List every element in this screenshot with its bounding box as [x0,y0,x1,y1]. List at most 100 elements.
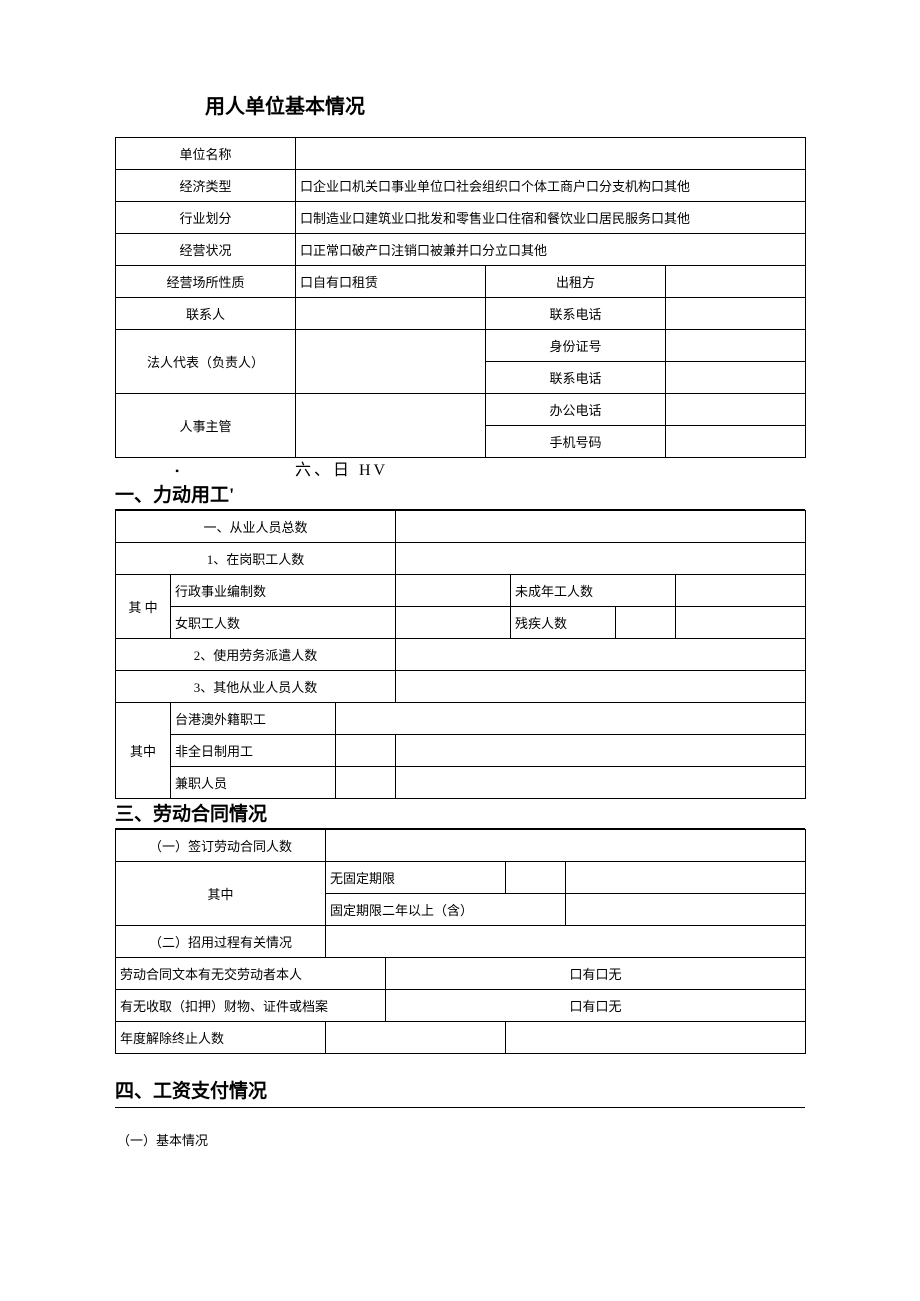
section-4-header: 四、工资支付情况 [115,1072,805,1108]
label-rep-tel: 联系电话 [486,362,666,394]
table-row: 经营状况 口正常口破产口注销口被兼并口分立口其他 [116,234,806,266]
value-office-tel [666,394,806,426]
table-row: 1、在岗职工人数 [116,543,806,575]
value-id-no [666,330,806,362]
table-row: 3、其他从业人员人数 [116,671,806,703]
value-terminated-b [506,1022,806,1054]
label-contact: 联系人 [116,298,296,330]
label-office-tel: 办公电话 [486,394,666,426]
table-row: 一、从业人员总数 [116,511,806,543]
employer-basic-table: 单位名称 经济类型 口企业口机关口事业单位口社会组织口个体工商户口分支机构口其他… [115,137,806,458]
value-terminated-a [326,1022,506,1054]
label-dispatch: 2、使用劳务派遣人数 [116,639,396,671]
value-legal-rep [296,330,486,394]
label-admin: 行政事业编制数 [171,575,396,607]
label-lessor: 出租方 [486,266,666,298]
table-row: 女职工人数 残疾人数 [116,607,806,639]
labor-contract-table: （一）签订劳动合同人数 其中 无固定期限 固定期限二年以上（含） （二）招用过程… [115,829,806,1054]
value-fixed-2yr [566,894,806,926]
value-parttime-a [336,735,396,767]
value-op-status: 口正常口破产口注销口被兼并口分立口其他 [296,234,806,266]
label-deposit: 有无收取（扣押）财物、证件或档案 [116,990,386,1022]
artifact-text: 六、日 HV [295,456,388,480]
label-econ-type: 经济类型 [116,170,296,202]
value-female [396,607,511,639]
section-2-header: 一、力动用工' [115,478,805,510]
table-row: 其 中 行政事业编制数 未成年工人数 [116,575,806,607]
label-total-staff: 一、从业人员总数 [116,511,396,543]
value-concurrent-a [336,767,396,799]
value-contact-tel [666,298,806,330]
label-of-which-3: 其中 [116,862,326,926]
label-parttime: 非全日制用工 [171,735,336,767]
value-disabled-a [616,607,676,639]
value-no-fixed-b [566,862,806,894]
table-row: 年度解除终止人数 [116,1022,806,1054]
value-admin [396,575,511,607]
table-row: 经济类型 口企业口机关口事业单位口社会组织口个体工商户口分支机构口其他 [116,170,806,202]
table-row: 非全日制用工 [116,735,806,767]
value-econ-type: 口企业口机关口事业单位口社会组织口个体工商户口分支机构口其他 [296,170,806,202]
table-row: 人事主管 办公电话 [116,394,806,426]
value-deposit: 口有口无 [386,990,806,1022]
value-minor [676,575,806,607]
label-disabled: 残疾人数 [511,607,616,639]
value-onduty [396,543,806,575]
value-premises: 口自有口租赁 [296,266,486,298]
label-of-which-2: 其中 [116,703,171,799]
label-no-fixed: 无固定期限 [326,862,506,894]
value-recruit [326,926,806,958]
value-parttime-b [396,735,806,767]
label-onduty: 1、在岗职工人数 [116,543,396,575]
label-terminated: 年度解除终止人数 [116,1022,326,1054]
label-foreign: 台港澳外籍职工 [171,703,336,735]
value-dispatch [396,639,806,671]
table-row: 经营场所性质 口自有口租赁 出租方 [116,266,806,298]
value-signed [326,830,806,862]
table-row: （一）签订劳动合同人数 [116,830,806,862]
table-row: 兼职人员 [116,767,806,799]
label-of-which-1: 其 中 [116,575,171,639]
table-row: 其中 无固定期限 [116,862,806,894]
value-total-staff [396,511,806,543]
artifact-bullet: • [175,464,179,479]
label-op-status: 经营状况 [116,234,296,266]
table-row: 其中 台港澳外籍职工 [116,703,806,735]
label-hr-mgr: 人事主管 [116,394,296,458]
table-row: 2、使用劳务派遣人数 [116,639,806,671]
table-row: 联系人 联系电话 [116,298,806,330]
page-title: 用人单位基本情况 [205,90,805,119]
label-id-no: 身份证号 [486,330,666,362]
value-unit-name [296,138,806,170]
table-row: （二）招用过程有关情况 [116,926,806,958]
label-given-copy: 劳动合同文本有无交劳动者本人 [116,958,386,990]
table-row: 有无收取（扣押）财物、证件或档案 口有口无 [116,990,806,1022]
value-disabled-b [676,607,806,639]
value-lessor [666,266,806,298]
label-premises: 经营场所性质 [116,266,296,298]
label-unit-name: 单位名称 [116,138,296,170]
section-3-header: 三、劳动合同情况 [115,797,805,829]
label-industry: 行业划分 [116,202,296,234]
value-given-copy: 口有口无 [386,958,806,990]
table-row: 法人代表（负责人） 身份证号 [116,330,806,362]
table-row: 单位名称 [116,138,806,170]
value-mobile [666,426,806,458]
value-foreign [336,703,806,735]
label-concurrent: 兼职人员 [171,767,336,799]
section-4-sub: （一）基本情况 [117,1130,805,1149]
label-mobile: 手机号码 [486,426,666,458]
value-concurrent-b [396,767,806,799]
value-other-staff [396,671,806,703]
table-row: 行业划分 口制造业口建筑业口批发和零售业口住宿和餐饮业口居民服务口其他 [116,202,806,234]
label-female: 女职工人数 [171,607,396,639]
label-minor: 未成年工人数 [511,575,676,607]
value-rep-tel [666,362,806,394]
table-row: 劳动合同文本有无交劳动者本人 口有口无 [116,958,806,990]
label-other-staff: 3、其他从业人员人数 [116,671,396,703]
value-contact [296,298,486,330]
labor-staffing-table: 一、从业人员总数 1、在岗职工人数 其 中 行政事业编制数 未成年工人数 女职工… [115,510,806,799]
label-signed: （一）签订劳动合同人数 [116,830,326,862]
value-no-fixed-a [506,862,566,894]
label-recruit: （二）招用过程有关情况 [116,926,326,958]
